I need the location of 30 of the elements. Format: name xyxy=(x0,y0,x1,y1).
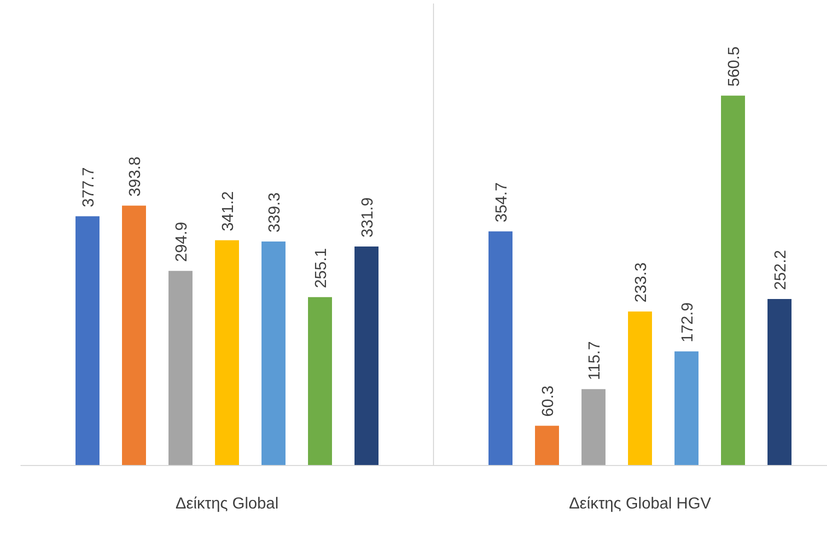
data-label: 339.3 xyxy=(266,192,284,233)
bar xyxy=(628,312,652,466)
bar xyxy=(488,231,512,466)
data-label: 115.7 xyxy=(586,341,604,380)
bar xyxy=(215,240,239,466)
bar xyxy=(721,96,745,466)
bar xyxy=(262,242,286,466)
data-label: 393.8 xyxy=(127,156,144,197)
bar xyxy=(582,389,606,466)
data-label: 354.7 xyxy=(494,182,510,222)
data-label: 255.1 xyxy=(313,248,330,288)
bar xyxy=(768,299,792,466)
bar xyxy=(76,216,100,466)
data-label: 172.9 xyxy=(680,302,696,342)
bar xyxy=(535,426,559,466)
data-label: 294.9 xyxy=(174,222,190,262)
data-label: 252.2 xyxy=(772,250,790,290)
data-label: 233.3 xyxy=(633,262,650,303)
bar xyxy=(674,351,698,466)
x-tick-label: Δείκτης Global HGV xyxy=(568,496,712,512)
bar xyxy=(308,297,332,466)
bar xyxy=(122,206,146,466)
bar xyxy=(354,246,378,466)
data-label: 60.3 xyxy=(540,385,557,417)
data-label: 341.2 xyxy=(220,191,237,232)
data-label: 560.5 xyxy=(726,46,743,87)
x-tick-label: Δείκτης Global xyxy=(176,496,278,512)
data-label: 377.7 xyxy=(80,167,98,208)
data-label: 331.9 xyxy=(360,197,376,238)
bar xyxy=(168,270,192,466)
